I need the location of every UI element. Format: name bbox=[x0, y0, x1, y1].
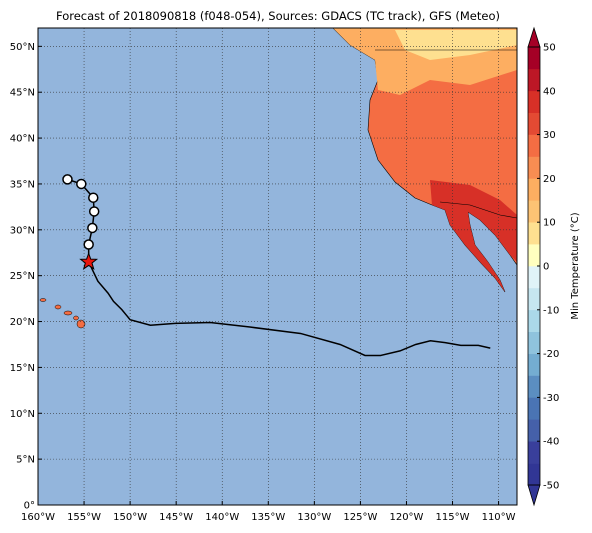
x-tick-label: 145°W bbox=[159, 512, 193, 523]
x-tick-label: 140°W bbox=[205, 512, 239, 523]
colorbar-tick-label: 40 bbox=[543, 86, 556, 97]
colorbar-bin bbox=[528, 463, 540, 486]
x-tick-label: 125°W bbox=[343, 512, 377, 523]
forecast-track bbox=[87, 261, 491, 357]
colorbar-tick-label: -30 bbox=[543, 393, 559, 404]
colorbar-tick-label: 0 bbox=[543, 262, 549, 273]
colorbar-bin bbox=[528, 222, 540, 245]
plot-frame bbox=[37, 27, 518, 506]
colorbar-extend-low bbox=[527, 484, 541, 507]
x-tick-label: 150°W bbox=[113, 512, 147, 523]
land-cold-region bbox=[395, 30, 517, 60]
x-tick-label: 120°W bbox=[389, 512, 423, 523]
y-tick-label: 10°N bbox=[10, 409, 35, 420]
island bbox=[39, 298, 47, 302]
y-tick-label: 30°N bbox=[10, 225, 35, 236]
x-tick-label: 130°W bbox=[297, 512, 331, 523]
colorbar-extend-high bbox=[527, 26, 541, 48]
track-point bbox=[62, 174, 73, 185]
colorbar-tick-label: 10 bbox=[543, 218, 556, 229]
colorbar-bin bbox=[528, 200, 540, 223]
colorbar-bin bbox=[528, 375, 540, 398]
x-tick-label: 110°W bbox=[482, 512, 516, 523]
track-point bbox=[88, 192, 99, 203]
island bbox=[73, 315, 79, 321]
track-point bbox=[83, 239, 94, 250]
island bbox=[76, 319, 86, 329]
colorbar-bin bbox=[528, 353, 540, 376]
colorbar-bin bbox=[528, 397, 540, 420]
colorbar-tick-label: -50 bbox=[543, 481, 559, 492]
colorbar-label: Min Temperature (°C) bbox=[570, 212, 581, 319]
y-tick-label: 20°N bbox=[10, 317, 35, 328]
colorbar-bin bbox=[528, 309, 540, 332]
track-point bbox=[88, 206, 100, 217]
x-tick-label: 115°W bbox=[436, 512, 470, 523]
y-tick-label: 45°N bbox=[10, 88, 35, 99]
x-tick-label: 160°W bbox=[21, 512, 55, 523]
colorbar-bin bbox=[528, 287, 540, 311]
track-point bbox=[76, 178, 87, 190]
hawaii bbox=[39, 298, 86, 329]
colorbar-bin bbox=[528, 90, 540, 113]
colorbar-tick-label: 20 bbox=[543, 174, 556, 185]
y-tick-label: 50°N bbox=[10, 42, 35, 53]
colorbar-bin bbox=[528, 266, 540, 289]
colorbar-bin bbox=[528, 441, 540, 464]
y-tick-label: 15°N bbox=[10, 363, 35, 374]
colorbar-bin bbox=[528, 178, 540, 201]
colorbar: -50 -40 -30 -20 -10 0 10 20 30 40 50 bbox=[527, 26, 559, 507]
colorbar-bin bbox=[528, 47, 540, 70]
y-tick-label: 0° bbox=[24, 501, 35, 512]
x-tick-label: 155°W bbox=[67, 512, 101, 523]
colorbar-tick-label: -20 bbox=[543, 349, 559, 360]
land-warm-region bbox=[430, 180, 517, 292]
x-tick-label: 135°W bbox=[251, 512, 285, 523]
plot-area bbox=[37, 27, 518, 506]
colorbar-bin bbox=[528, 134, 540, 157]
colorbar-bin bbox=[528, 331, 540, 354]
y-tick-label: 40°N bbox=[10, 134, 35, 145]
colorbar-tick-label: 50 bbox=[543, 43, 556, 54]
y-tick-label: 35°N bbox=[10, 179, 35, 190]
colorbar-bin bbox=[528, 419, 540, 442]
colorbar-tick-label: 30 bbox=[543, 130, 556, 141]
y-tick-label: 5°N bbox=[16, 455, 35, 466]
colorbar-bin bbox=[528, 112, 540, 135]
colorbar-bin bbox=[528, 156, 540, 179]
grid bbox=[37, 28, 517, 506]
track-point bbox=[87, 222, 98, 234]
colorbar-tick-label: -10 bbox=[543, 305, 559, 316]
current-position bbox=[79, 251, 99, 270]
island bbox=[63, 310, 73, 316]
chart-title: Forecast of 2018090818 (f048-054), Sourc… bbox=[56, 9, 500, 23]
border bbox=[439, 201, 518, 219]
land bbox=[39, 27, 518, 329]
y-tick-label: 25°N bbox=[10, 271, 35, 282]
colorbar-bin bbox=[528, 244, 540, 267]
colorbar-bin bbox=[528, 68, 540, 92]
colorbar-tick-label: -40 bbox=[543, 437, 559, 448]
island bbox=[54, 304, 62, 310]
